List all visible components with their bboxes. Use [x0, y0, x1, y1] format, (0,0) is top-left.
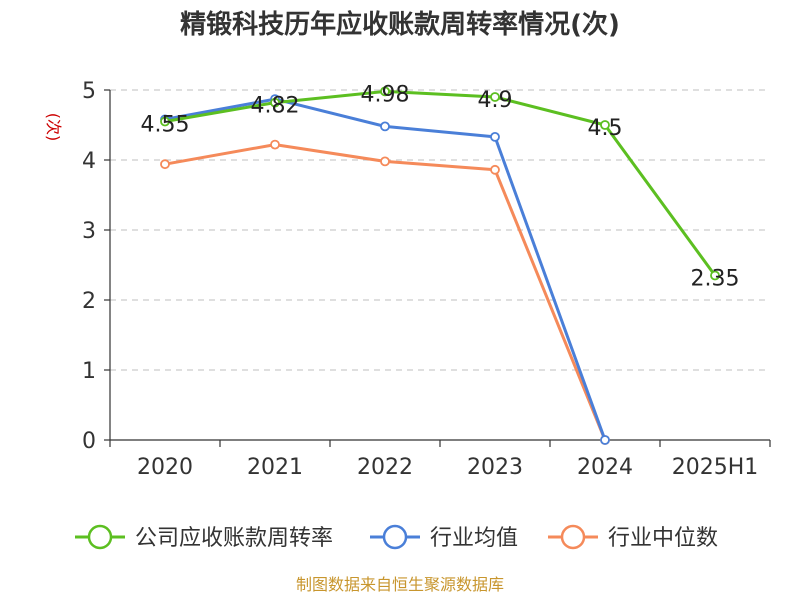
source-note: 制图数据来自恒生聚源数据库	[296, 575, 504, 594]
legend-marker-icon	[382, 524, 408, 550]
series-0	[160, 86, 720, 281]
data-label: 2.35	[691, 267, 740, 292]
y-tick-label: 4	[82, 149, 96, 174]
legend-label: 行业中位数	[608, 526, 718, 551]
x-tick-label: 2020	[137, 455, 193, 480]
y-axis-label: (次)	[44, 113, 63, 142]
data-point	[160, 159, 170, 170]
y-tick-label: 5	[82, 79, 96, 104]
data-point	[270, 97, 280, 108]
data-point	[160, 116, 170, 127]
x-tick-label: 2022	[357, 455, 413, 480]
data-point	[380, 156, 390, 167]
data-label: 4.82	[251, 94, 300, 119]
series-layer	[160, 86, 720, 445]
data-point	[490, 164, 500, 175]
y-tick-label: 2	[82, 289, 96, 314]
chart-title: 精锻科技历年应收账款周转率情况(次)	[180, 9, 620, 40]
data-point	[490, 131, 500, 142]
grid	[110, 89, 770, 371]
series-line	[164, 89, 717, 277]
x-tick-label: 2025H1	[672, 455, 759, 480]
series-line	[164, 97, 607, 441]
legend-marker-icon	[560, 524, 586, 550]
data-point	[380, 86, 390, 97]
legend-label: 行业均值	[430, 526, 518, 551]
legend-label: 公司应收账款周转率	[135, 526, 333, 551]
series-1	[160, 94, 610, 445]
legend-marker-icon	[87, 524, 113, 550]
data-point	[490, 92, 500, 102]
data-labels: 4.55 4.82 4.98 4.9 4.5 2.35	[141, 82, 740, 291]
y-tick-label: 3	[82, 219, 96, 244]
series-line	[164, 143, 607, 441]
legend-item[interactable]: 行业中位数	[548, 524, 718, 551]
data-label: 4.55	[141, 113, 190, 138]
data-label: 4.98	[361, 82, 410, 107]
data-point	[710, 270, 720, 281]
data-point	[380, 121, 390, 132]
data-point	[600, 120, 610, 130]
y-tick-label: 1	[82, 359, 96, 384]
x-tick-label: 2023	[467, 455, 523, 480]
x-tick-label: 2024	[577, 455, 633, 480]
legend-item[interactable]: 行业均值	[370, 524, 518, 551]
data-point	[270, 139, 280, 150]
legend: 公司应收账款周转率 行业均值 行业中位数	[75, 524, 718, 551]
data-label: 4.9	[478, 88, 513, 113]
y-tick-label: 0	[82, 429, 96, 454]
x-tick-label: 2021	[247, 455, 303, 480]
data-point	[600, 435, 610, 445]
legend-item[interactable]: 公司应收账款周转率	[75, 524, 333, 551]
axes: 0 1 2 3 4 5 2020 2021 2022 2023 2024 2025H1	[82, 79, 771, 480]
series-2	[160, 139, 610, 445]
data-label: 4.5	[588, 116, 623, 141]
